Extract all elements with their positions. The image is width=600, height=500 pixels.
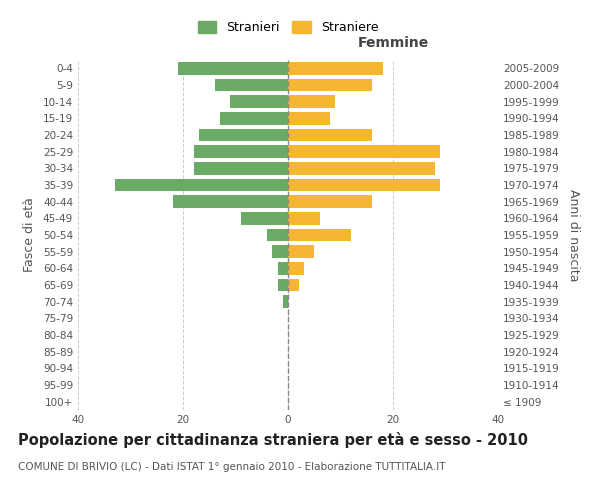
Bar — [288, 129, 372, 141]
Bar — [288, 212, 320, 224]
Bar — [178, 62, 288, 74]
Bar — [173, 196, 288, 208]
Bar — [288, 246, 314, 258]
Bar — [288, 162, 435, 174]
Bar — [215, 79, 288, 92]
Bar — [288, 62, 383, 74]
Bar — [288, 146, 440, 158]
Bar — [288, 262, 304, 274]
Bar — [288, 96, 335, 108]
Bar — [277, 279, 288, 291]
Bar — [288, 196, 372, 208]
Y-axis label: Anni di nascita: Anni di nascita — [566, 188, 580, 281]
Bar — [241, 212, 288, 224]
Bar — [230, 96, 288, 108]
Bar — [115, 179, 288, 192]
Bar — [267, 229, 288, 241]
Text: Femmine: Femmine — [358, 36, 428, 50]
Bar — [288, 112, 330, 124]
Bar — [220, 112, 288, 124]
Text: COMUNE DI BRIVIO (LC) - Dati ISTAT 1° gennaio 2010 - Elaborazione TUTTITALIA.IT: COMUNE DI BRIVIO (LC) - Dati ISTAT 1° ge… — [18, 462, 445, 472]
Bar — [288, 279, 299, 291]
Bar — [288, 229, 351, 241]
Bar — [288, 79, 372, 92]
Bar — [199, 129, 288, 141]
Bar — [272, 246, 288, 258]
Bar — [193, 146, 288, 158]
Bar — [288, 179, 440, 192]
Bar — [193, 162, 288, 174]
Text: Popolazione per cittadinanza straniera per età e sesso - 2010: Popolazione per cittadinanza straniera p… — [18, 432, 528, 448]
Bar — [283, 296, 288, 308]
Y-axis label: Fasce di età: Fasce di età — [23, 198, 36, 272]
Bar — [277, 262, 288, 274]
Legend: Stranieri, Straniere: Stranieri, Straniere — [193, 16, 383, 40]
